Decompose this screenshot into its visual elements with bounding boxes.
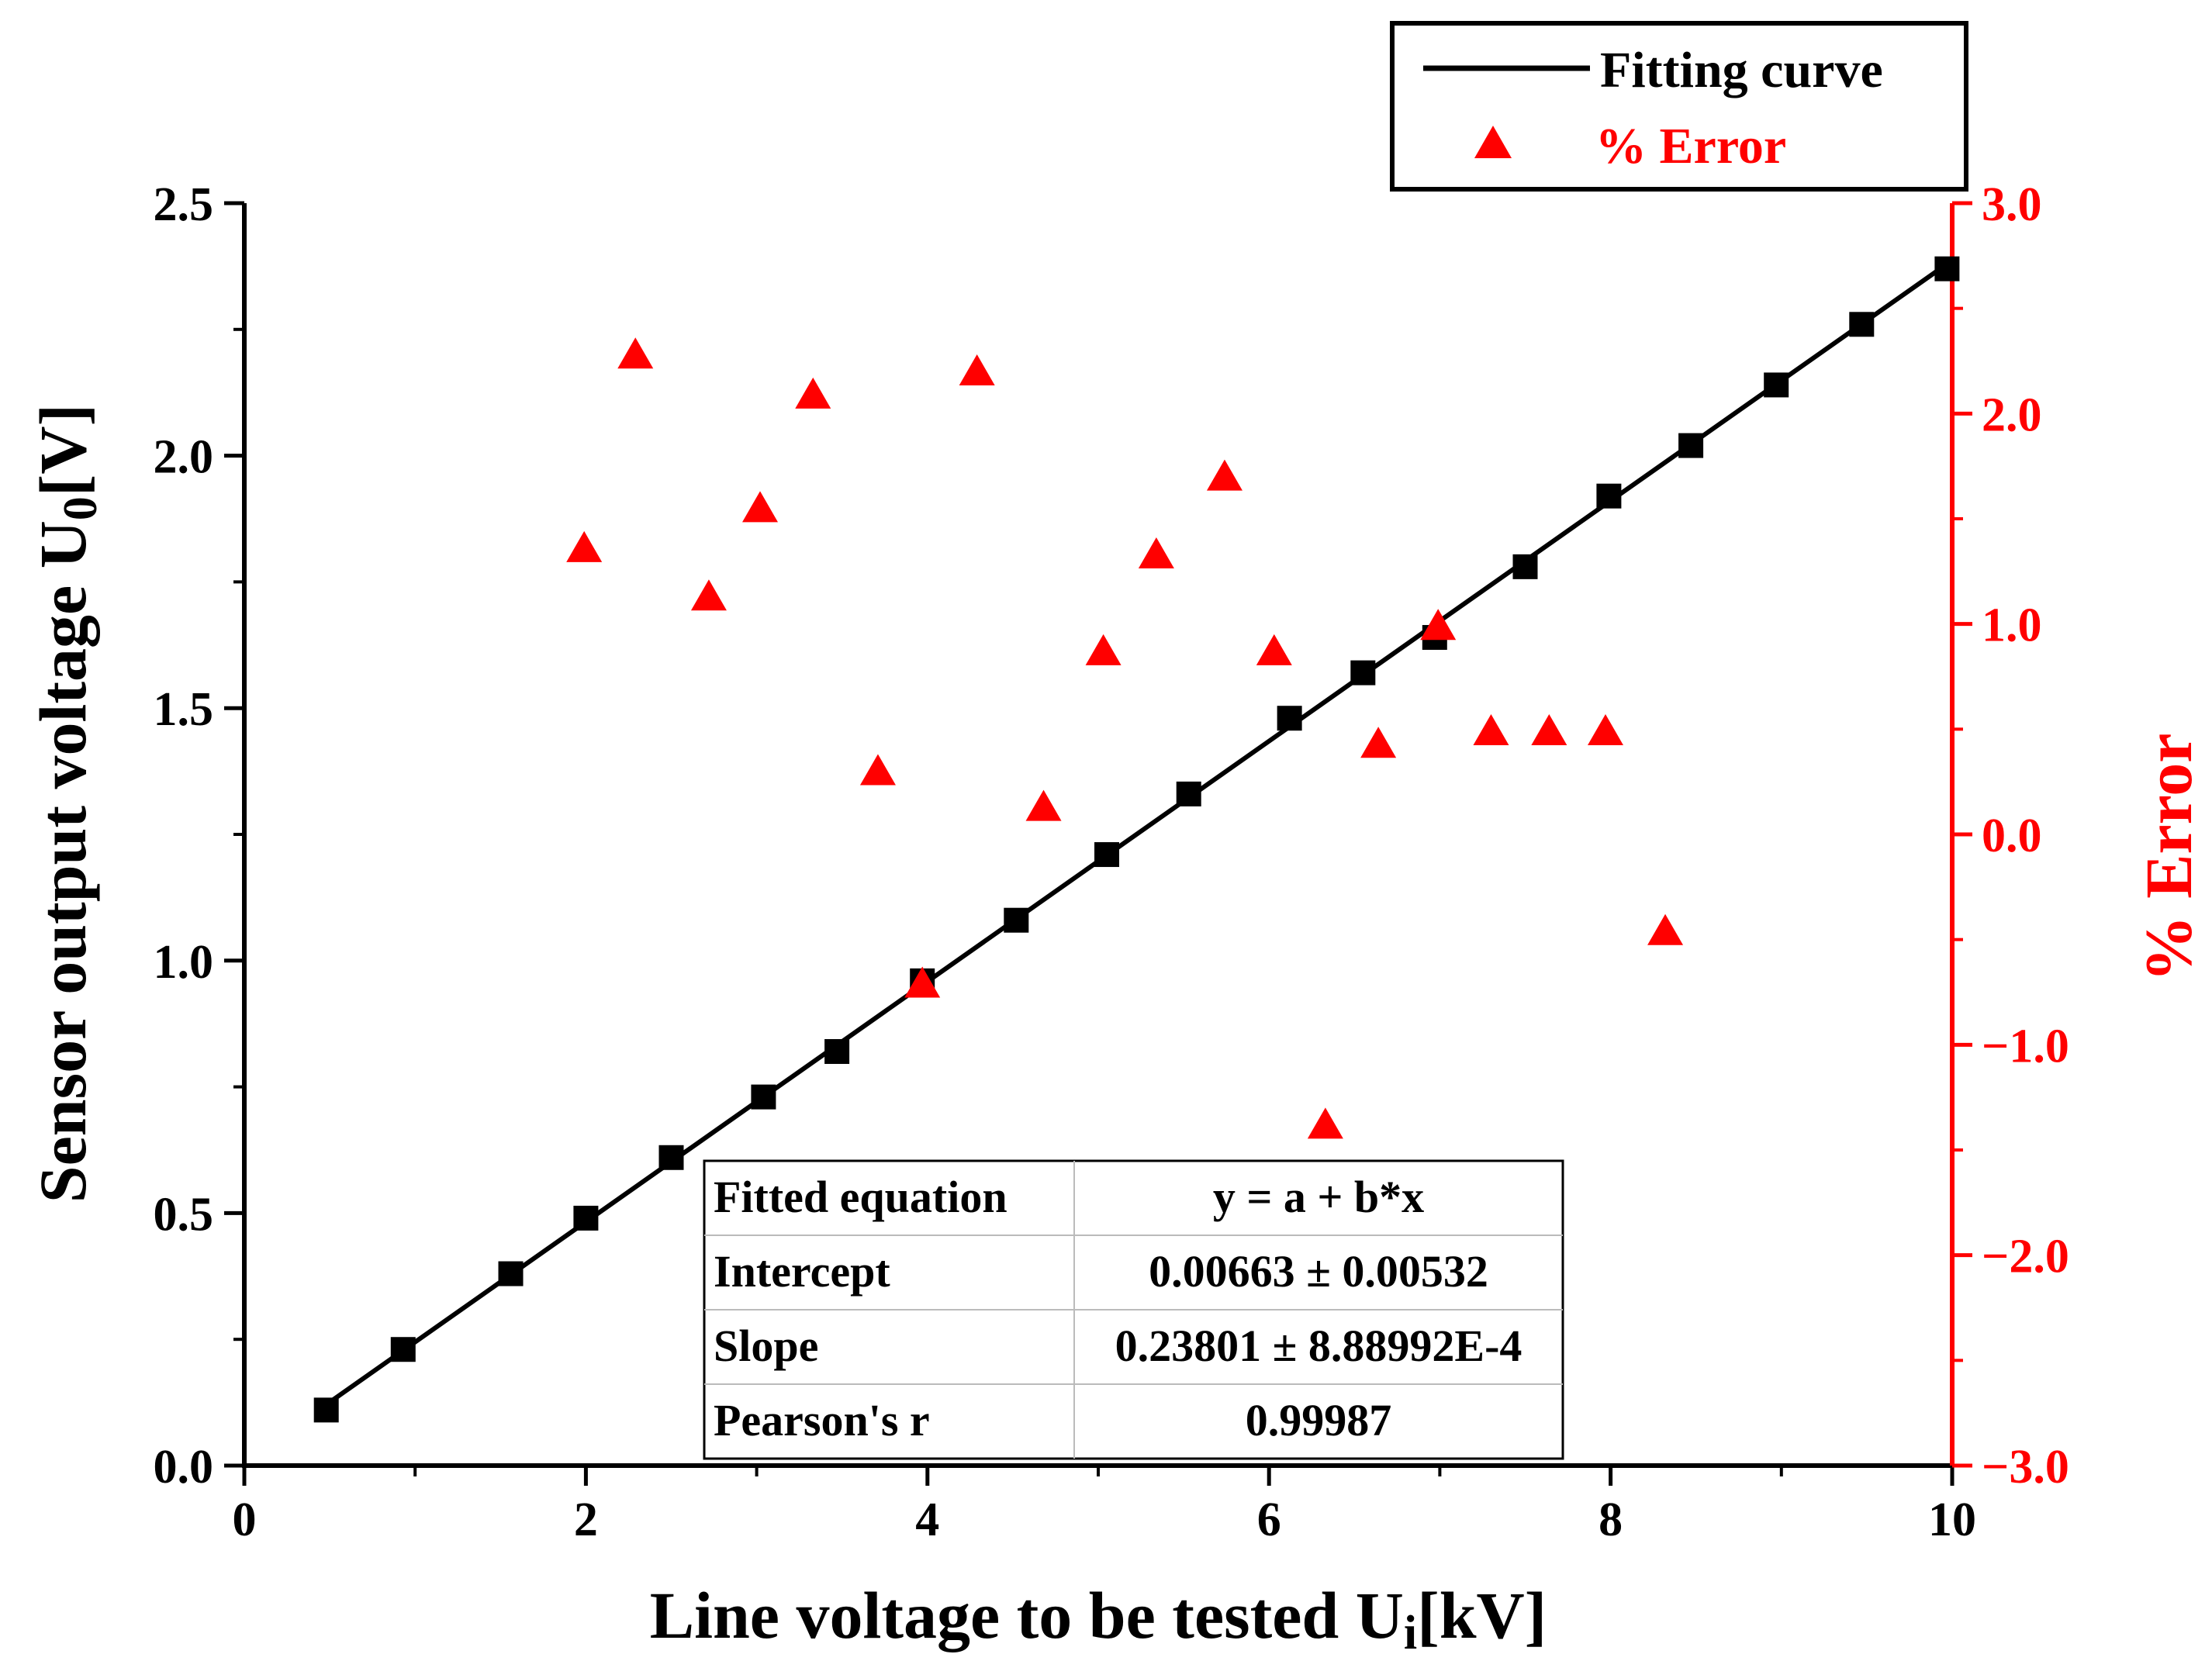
data-point-triangle bbox=[742, 491, 779, 523]
y2-tick-label: −2.0 bbox=[1982, 1231, 2069, 1283]
y2-tick-label: 2.0 bbox=[1982, 388, 2042, 441]
table-row-label: Fitted equation bbox=[714, 1172, 1007, 1222]
table-row-label: Pearson's r bbox=[714, 1395, 930, 1445]
data-point-triangle bbox=[1025, 789, 1062, 821]
y-tick-label: 1.0 bbox=[154, 936, 214, 989]
data-point-square bbox=[1512, 554, 1538, 579]
data-point-square bbox=[1849, 312, 1875, 337]
data-point-square bbox=[498, 1261, 524, 1286]
y-tick-label: 0.5 bbox=[154, 1188, 214, 1241]
data-point-square bbox=[1277, 706, 1302, 731]
x-tick-label: 2 bbox=[574, 1494, 598, 1546]
y2-tick-label: −3.0 bbox=[1982, 1441, 2069, 1494]
data-point-square bbox=[1350, 660, 1376, 685]
data-point-triangle bbox=[795, 377, 831, 409]
data-point-triangle bbox=[1647, 913, 1684, 945]
data-point-square bbox=[1764, 372, 1789, 398]
data-point-square bbox=[1176, 781, 1201, 806]
x-tick-label: 0 bbox=[233, 1494, 257, 1546]
data-point-triangle bbox=[1531, 713, 1567, 745]
data-point-triangle bbox=[1138, 537, 1174, 569]
data-point-triangle bbox=[904, 966, 941, 998]
x-tick-label: 4 bbox=[915, 1494, 939, 1546]
table-row-label: Intercept bbox=[714, 1246, 890, 1297]
data-point-triangle bbox=[959, 354, 995, 385]
y-tick-label: 2.0 bbox=[154, 431, 214, 484]
data-point-triangle bbox=[1360, 727, 1397, 758]
table-row-value: 0.23801 ± 8.88992E-4 bbox=[1115, 1321, 1522, 1371]
data-point-square bbox=[1934, 256, 1960, 281]
data-point-triangle bbox=[1307, 1107, 1343, 1139]
data-point-square bbox=[313, 1397, 339, 1423]
data-point-square bbox=[390, 1337, 416, 1362]
data-point-triangle bbox=[1256, 634, 1292, 665]
series-layer bbox=[313, 256, 1960, 1423]
x-axis-title: Line voltage to be tested Ui[kV] bbox=[650, 1578, 1547, 1659]
data-point-square bbox=[1596, 483, 1622, 509]
data-point-square bbox=[1094, 842, 1120, 868]
data-point-square bbox=[1678, 433, 1704, 458]
y-axis-title: Sensor output voltage U0[V] bbox=[26, 404, 107, 1203]
y2-axis-title: % Error bbox=[2131, 734, 2206, 982]
y-tick-label: 1.5 bbox=[154, 683, 214, 736]
data-point-square bbox=[658, 1145, 684, 1170]
data-point-triangle bbox=[1420, 609, 1457, 641]
x-tick-label: 10 bbox=[1928, 1494, 1976, 1546]
data-point-square bbox=[751, 1084, 776, 1110]
y2-tick-label: 3.0 bbox=[1982, 178, 2042, 231]
data-point-triangle bbox=[859, 754, 896, 786]
data-point-square bbox=[1004, 907, 1029, 933]
x-tick-label: 6 bbox=[1257, 1494, 1281, 1546]
data-point-triangle bbox=[1206, 459, 1243, 491]
y-tick-label: 2.5 bbox=[154, 178, 214, 231]
legend-label-error: % Error bbox=[1595, 118, 1786, 174]
data-point-square bbox=[573, 1205, 599, 1231]
legend-triangle-swatch bbox=[1474, 126, 1512, 158]
legend-box bbox=[1390, 21, 1968, 192]
legend-label-fitting-curve: Fitting curve bbox=[1600, 42, 1883, 98]
y2-tick-label: −1.0 bbox=[1982, 1020, 2069, 1072]
data-point-triangle bbox=[1085, 634, 1122, 665]
data-point-triangle bbox=[690, 579, 727, 611]
fit-results-table: Fitted equation y = a + b*x Intercept 0.006… bbox=[703, 1159, 1564, 1460]
table-row-value: 0.00663 ± 0.00532 bbox=[1149, 1246, 1488, 1297]
x-tick-label: 8 bbox=[1599, 1494, 1623, 1546]
axes: 0 2 4 6 8 10 0.0 0.5 1.0 1.5 2.0 2.5 −3.0 −2.0 −1.0 0.0… bbox=[154, 178, 2069, 1546]
data-point-triangle bbox=[617, 337, 654, 369]
data-point-triangle bbox=[566, 530, 603, 562]
table-row-label: Slope bbox=[714, 1321, 818, 1371]
table-row-value: 0.99987 bbox=[1246, 1395, 1392, 1445]
y-tick-label: 0.0 bbox=[154, 1441, 214, 1494]
data-point-triangle bbox=[1587, 713, 1623, 745]
data-point-square bbox=[824, 1039, 850, 1065]
axis-titles: Line voltage to be tested Ui[kV] Sensor o… bbox=[26, 404, 2206, 1659]
data-point-triangle bbox=[1473, 713, 1509, 745]
table-row-value: y = a + b*x bbox=[1213, 1172, 1424, 1222]
y2-tick-label: 0.0 bbox=[1982, 810, 2042, 862]
legend: Fitting curve % Error bbox=[1390, 21, 1968, 192]
y2-tick-label: 1.0 bbox=[1982, 599, 2042, 652]
